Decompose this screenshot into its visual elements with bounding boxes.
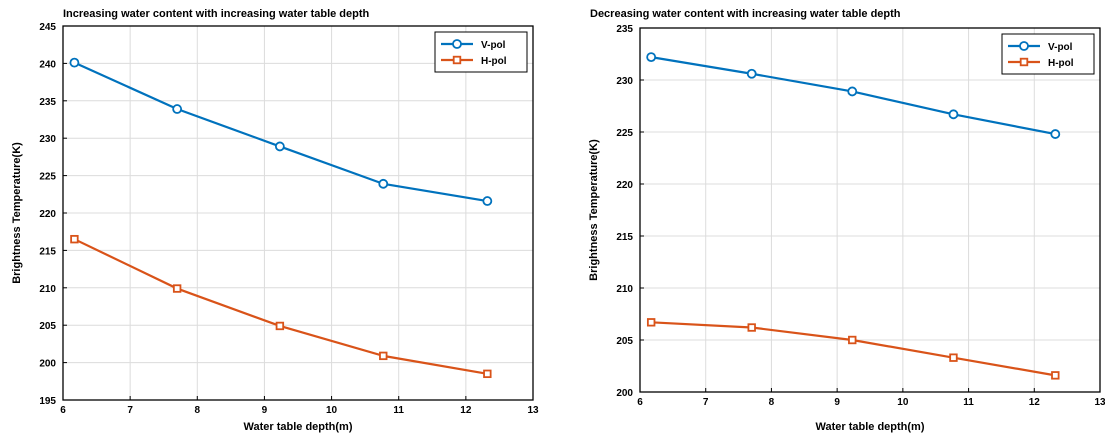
x-tick-label: 11 (393, 405, 404, 416)
legend-label-v-pol: V-pol (1048, 42, 1073, 53)
legend-marker-h-pol (452, 55, 462, 65)
data-point-v-pol (847, 86, 858, 97)
x-tick-label: 12 (1029, 397, 1041, 408)
y-tick-label: 245 (39, 22, 56, 33)
x-axis-label: Water table depth(m) (816, 421, 925, 433)
plot-area (640, 28, 1100, 392)
x-tick-label: 6 (637, 397, 643, 408)
chart-left: 6 7 8 9 10 11 12 13 195 200 205 210 215 220 225 230 235 2… (11, 8, 539, 433)
y-tick-label: 215 (616, 232, 633, 243)
y-axis-label: Brightness Temperature(K) (11, 142, 23, 284)
data-point-v-pol (172, 104, 183, 114)
y-tick-label: 230 (616, 76, 633, 87)
y-tick-label: 235 (39, 97, 56, 108)
y-tick-label: 220 (39, 209, 56, 220)
data-point-h-pol (172, 284, 182, 293)
data-point-v-pol (746, 68, 757, 79)
y-tick-label: 205 (39, 321, 56, 332)
data-point-v-pol (482, 196, 493, 206)
legend-box (1001, 33, 1095, 75)
x-tick-label: 8 (769, 397, 775, 408)
y-tick-label: 210 (39, 284, 56, 295)
data-point-v-pol (274, 141, 285, 152)
data-point-h-pol (848, 335, 857, 345)
data-point-v-pol (378, 178, 389, 189)
legend-label-h-pol: H-pol (481, 56, 507, 67)
chart-right: 6 7 8 9 10 11 12 13 200 205 210 215 220 225 230 235 Decr… (588, 8, 1105, 433)
data-point-h-pol (379, 351, 388, 361)
data-point-h-pol (1051, 371, 1060, 380)
y-tick-label: 225 (616, 128, 633, 139)
plot-frame (639, 27, 1101, 393)
y-tick-label: 230 (39, 134, 56, 145)
x-axis-label: Water table depth(m) (244, 421, 353, 433)
x-tick-label: 7 (127, 405, 133, 416)
data-point-h-pol (70, 234, 79, 244)
y-tick-label: 195 (39, 396, 56, 407)
y-tick-label: 200 (39, 359, 56, 370)
x-tick-label: 13 (527, 405, 539, 416)
legend-marker-v-pol (452, 39, 462, 49)
x-tick-label: 13 (1094, 397, 1105, 408)
x-tick-label: 10 (326, 405, 338, 416)
x-tick-label: 6 (60, 405, 66, 416)
legend-marker-v-pol (1019, 41, 1029, 51)
y-tick-label: 220 (616, 180, 633, 191)
data-point-v-pol (1050, 129, 1061, 139)
y-tick-label: 210 (616, 284, 633, 295)
chart-title: Increasing water content with increasing… (63, 8, 370, 20)
data-point-h-pol (747, 323, 756, 332)
x-tick-label: 9 (262, 405, 268, 416)
legend-marker-h-pol (1019, 57, 1029, 67)
x-tick-label: 9 (834, 397, 840, 408)
x-tick-label: 7 (703, 397, 709, 408)
y-tick-label: 205 (616, 336, 633, 347)
x-tick-label: 11 (963, 397, 974, 408)
y-tick-label: 240 (39, 59, 56, 70)
data-point-h-pol (483, 369, 492, 379)
data-point-v-pol (69, 57, 80, 68)
y-axis-label: Brightness Temperature(K) (588, 139, 600, 281)
data-point-v-pol (646, 52, 657, 63)
legend-box (434, 31, 528, 73)
data-point-h-pol (275, 321, 285, 331)
y-tick-label: 200 (616, 388, 633, 399)
data-point-h-pol (949, 353, 958, 362)
y-tick-label: 235 (616, 24, 633, 35)
y-tick-label: 215 (39, 246, 56, 257)
x-tick-label: 8 (195, 405, 201, 416)
legend-label-v-pol: V-pol (481, 40, 506, 51)
y-tick-label: 225 (39, 172, 56, 183)
x-tick-label: 10 (897, 397, 909, 408)
data-point-h-pol (646, 318, 656, 327)
legend-label-h-pol: H-pol (1048, 58, 1074, 69)
chart-title: Decreasing water content with increasing… (590, 8, 901, 20)
x-tick-label: 12 (460, 405, 472, 416)
data-point-v-pol (948, 109, 959, 120)
